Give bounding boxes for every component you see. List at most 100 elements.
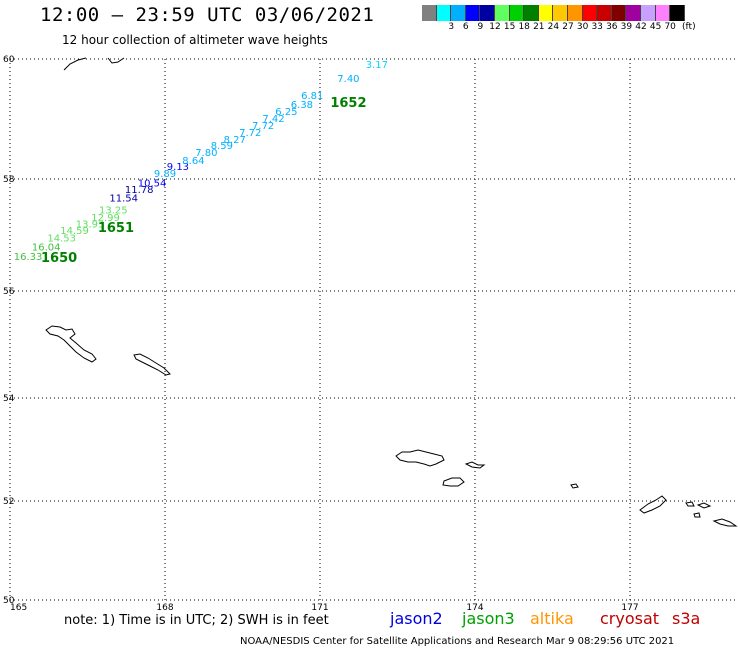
latitude-label: 54 bbox=[3, 394, 15, 404]
legend-swatch bbox=[524, 5, 539, 21]
map-subtitle: 12 hour collection of altimeter wave hei… bbox=[62, 33, 328, 47]
wave-height-value: 10.54 bbox=[138, 178, 167, 189]
coastline-islet-4 bbox=[696, 502, 712, 509]
wave-height-value: 7.40 bbox=[337, 74, 359, 85]
satellite-name: jason2 bbox=[390, 609, 443, 628]
latitude-label: 50 bbox=[3, 596, 15, 606]
legend-label: 45 bbox=[649, 22, 662, 32]
legend-swatch bbox=[465, 5, 481, 21]
legend-label: 33 bbox=[591, 22, 603, 32]
satellite-name: jason3 bbox=[462, 609, 515, 628]
legend-swatch bbox=[509, 5, 525, 21]
longitude-label: 177 bbox=[621, 603, 638, 613]
legend-swatch bbox=[451, 5, 466, 21]
wave-height-value: 12.99 bbox=[91, 213, 120, 224]
longitude-label: 165 bbox=[10, 603, 27, 613]
legend-swatch bbox=[553, 5, 568, 21]
wave-height-value: 8.27 bbox=[224, 135, 246, 146]
longitude-label: 174 bbox=[466, 603, 483, 613]
legend-swatch bbox=[582, 5, 598, 21]
legend-label: 24 bbox=[547, 22, 560, 32]
map-title: 12:00 – 23:59 UTC 03/06/2021 bbox=[40, 4, 375, 26]
wave-height-value: 6.81 bbox=[301, 91, 323, 102]
wave-height-value: 16.04 bbox=[32, 243, 61, 254]
coastline-attu-island bbox=[395, 449, 445, 467]
wave-height-value: 6.38 bbox=[291, 100, 313, 111]
longitude-label: 168 bbox=[156, 603, 173, 613]
satellite-name: cryosat bbox=[600, 609, 660, 628]
legend-swatch bbox=[597, 5, 612, 21]
latitude-label: 56 bbox=[3, 287, 15, 297]
coastline-bering-island bbox=[45, 325, 97, 363]
color-legend bbox=[422, 5, 685, 21]
legend-label: 30 bbox=[576, 22, 589, 32]
legend-swatch bbox=[567, 5, 583, 21]
wave-height-value: 6.25 bbox=[275, 107, 297, 118]
wave-height-value: 8.64 bbox=[182, 156, 204, 167]
wave-height-value: 8.59 bbox=[211, 141, 233, 152]
legend-swatch bbox=[538, 5, 554, 21]
legend-swatch bbox=[655, 5, 671, 21]
pass-time-label: 1651 bbox=[98, 221, 134, 236]
coastline-islet-3 bbox=[685, 501, 695, 507]
wave-height-value: 7.72 bbox=[239, 128, 261, 139]
wave-height-value: 14.59 bbox=[60, 226, 89, 237]
wave-height-value: 13.93 bbox=[76, 220, 105, 231]
legend-label: 12 bbox=[489, 22, 501, 32]
coastline-islet-6 bbox=[712, 518, 738, 527]
wave-height-value: 13.25 bbox=[99, 206, 128, 217]
legend-swatch bbox=[494, 5, 510, 21]
satellite-name: s3a bbox=[672, 609, 701, 628]
legend-label: 6 bbox=[462, 22, 469, 32]
wave-height-value: 7.80 bbox=[195, 148, 217, 159]
legend-label: 18 bbox=[518, 22, 530, 32]
wave-height-value: 9.13 bbox=[167, 162, 189, 173]
footer-note: note: 1) Time is in UTC; 2) SWH is in fe… bbox=[64, 613, 329, 628]
legend-swatch bbox=[611, 5, 627, 21]
wave-height-value: 7.72 bbox=[252, 121, 274, 132]
legend-label: 42 bbox=[635, 22, 647, 32]
coastline-islet-5 bbox=[693, 512, 701, 518]
latitude-label: 58 bbox=[3, 175, 15, 185]
legend-swatch bbox=[436, 5, 452, 21]
wave-height-value: 11.78 bbox=[125, 185, 154, 196]
coastline-medny-island bbox=[133, 353, 171, 376]
wave-height-value: 3.17 bbox=[366, 60, 388, 71]
legend-label: 27 bbox=[562, 22, 574, 32]
legend-label: 70 bbox=[664, 22, 676, 32]
legend-label: 39 bbox=[620, 22, 633, 32]
legend-swatch bbox=[640, 5, 656, 21]
coastline-rat-islands bbox=[639, 495, 667, 514]
legend-label: 21 bbox=[533, 22, 545, 32]
wave-height-value: 11.54 bbox=[109, 193, 138, 204]
latitude-label: 60 bbox=[3, 55, 15, 65]
longitude-label: 171 bbox=[311, 603, 328, 613]
credit-line: NOAA/NESDIS Center for Satellite Applica… bbox=[240, 636, 675, 647]
legend-labels: 3 6 9 12 15 18 21 24 27 30 33 36 39 42 45 70 (ft) bbox=[422, 22, 740, 34]
coastline-islet-2 bbox=[570, 483, 579, 489]
legend-swatch bbox=[422, 5, 437, 21]
satellite-name: altika bbox=[530, 609, 574, 628]
legend-swatch bbox=[670, 5, 685, 21]
pass-time-label: 1652 bbox=[330, 96, 366, 111]
legend-label: 3 bbox=[448, 22, 455, 32]
legend-swatch bbox=[626, 5, 641, 21]
coastline-kamchatka bbox=[63, 57, 125, 71]
pass-time-label: 1650 bbox=[41, 251, 77, 266]
wave-height-value: 14.53 bbox=[47, 234, 76, 245]
legend-unit: (ft) bbox=[682, 22, 696, 32]
latitude-label: 52 bbox=[3, 497, 14, 507]
wave-height-value: 16.33 bbox=[14, 252, 43, 263]
coastline-islet-1 bbox=[464, 461, 486, 469]
wave-height-value: 7.42 bbox=[262, 114, 284, 125]
legend-swatch bbox=[480, 5, 495, 21]
legend-label: 15 bbox=[503, 22, 516, 32]
coastline bbox=[45, 57, 738, 527]
wave-height-value: 9.89 bbox=[154, 169, 176, 180]
legend-label: 9 bbox=[477, 22, 484, 32]
legend-label: 36 bbox=[606, 22, 618, 32]
coastline-agattu-island bbox=[442, 477, 465, 487]
